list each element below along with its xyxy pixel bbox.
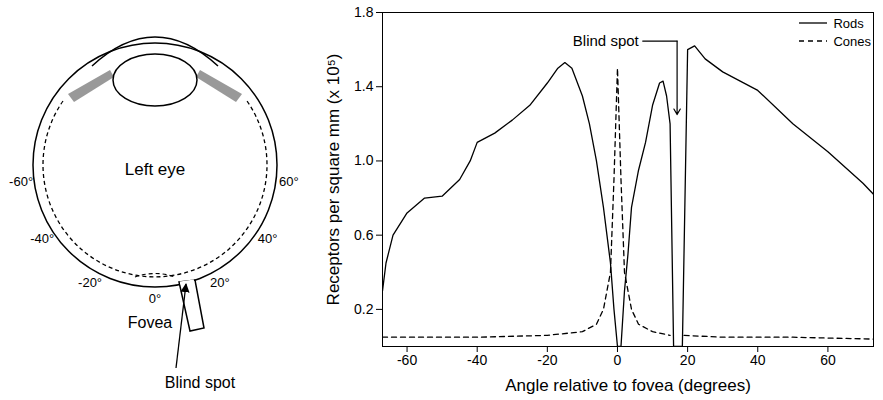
svg-text:0°: 0° [149, 291, 161, 306]
svg-text:20: 20 [680, 352, 696, 368]
svg-text:-20°: -20° [78, 275, 102, 290]
svg-text:Left eye: Left eye [125, 160, 186, 179]
svg-text:60: 60 [820, 352, 836, 368]
svg-text:0.2: 0.2 [354, 301, 374, 317]
html-text:Cones: Cones [833, 33, 871, 49]
svg-text:40: 40 [750, 352, 766, 368]
svg-text:Fovea: Fovea [128, 314, 173, 331]
svg-text:Blind spot: Blind spot [165, 374, 236, 391]
svg-text:1.4: 1.4 [354, 78, 374, 94]
svg-text:Receptors per square mm (x 10⁵: Receptors per square mm (x 10⁵) [324, 54, 343, 306]
svg-text:Blind spot: Blind spot [573, 32, 640, 49]
svg-text:-60: -60 [397, 352, 417, 368]
svg-text:0.6: 0.6 [354, 227, 374, 243]
svg-text:-60°: -60° [9, 174, 33, 189]
svg-text:60°: 60° [279, 174, 299, 189]
svg-text:-40: -40 [467, 352, 487, 368]
svg-text:0: 0 [614, 352, 622, 368]
svg-text:-20: -20 [537, 352, 557, 368]
svg-text:40°: 40° [258, 231, 278, 246]
svg-text:20°: 20° [210, 275, 230, 290]
svg-text:Angle relative to fovea (degre: Angle relative to fovea (degrees) [505, 376, 751, 395]
html-text:Rods: Rods [833, 15, 864, 31]
svg-text:1.8: 1.8 [354, 4, 374, 20]
svg-text:-40°: -40° [30, 231, 54, 246]
svg-text:1.0: 1.0 [354, 152, 374, 168]
